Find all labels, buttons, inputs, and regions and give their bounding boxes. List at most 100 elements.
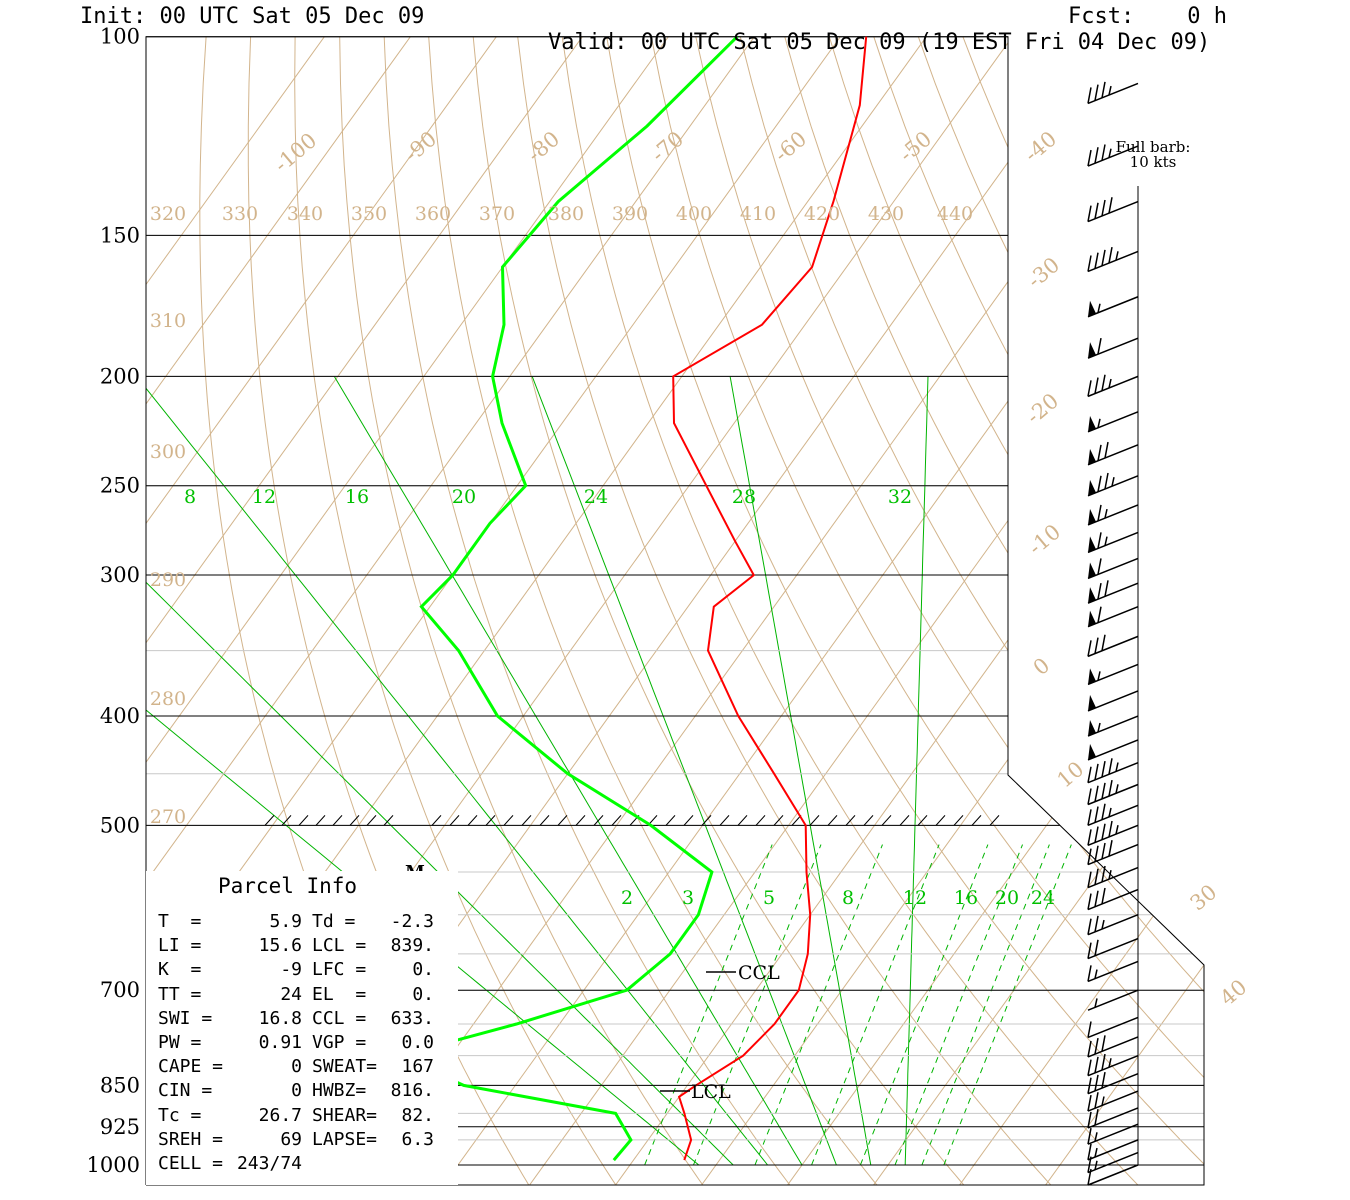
dry-adiabat-label: 360: [415, 203, 451, 225]
hatch-mark: [953, 815, 964, 826]
hatch-mark: [593, 815, 604, 826]
dry-adiabat-label: 340: [287, 203, 323, 225]
parcel-info-v1: 0: [291, 1080, 302, 1102]
wind-barb: [1087, 1016, 1139, 1039]
parcel-info-v1: 26.7: [258, 1104, 302, 1126]
ccl-label: CCL: [738, 962, 780, 984]
dry-adiabat-line: [650, 36, 1204, 1186]
parcel-info-l1: SREH =: [158, 1128, 224, 1150]
parcel-info-v2: 816.: [390, 1080, 434, 1102]
mixing-ratio-label: 5: [763, 887, 775, 909]
parcel-info-v1: 243/74: [236, 1153, 302, 1174]
parcel-info-row: SREH = 69 LAPSE= 6.3: [158, 1129, 434, 1153]
parcel-info-l2: VGP =: [312, 1032, 367, 1053]
isotherm-label: 0: [1029, 653, 1055, 680]
mixing-ratio-label: 24: [1031, 887, 1055, 909]
hatch-mark: [332, 815, 343, 826]
wind-barb: [1087, 1053, 1139, 1077]
parcel-info-box: Parcel Info T = 5.9 Td = -2.3 LI = 15.6 LCL = 8…: [146, 871, 458, 1185]
mixing-ratio-line: [921, 844, 1050, 1166]
dry-adiabat-line: [1140, 36, 1204, 1186]
pressure-label-925: 925: [100, 1115, 140, 1139]
wind-barb: [1087, 504, 1139, 526]
isotherm-label: -80: [523, 127, 564, 167]
mixing-ratio-label: 8: [842, 887, 854, 909]
pressure-label-850: 850: [100, 1073, 140, 1097]
wind-barb: [1087, 779, 1139, 806]
wind-barb: [1087, 865, 1139, 889]
parcel-info-v2: 0.0: [401, 1032, 434, 1053]
hatch-mark: [575, 815, 586, 826]
parcel-info-l1: Tc =: [158, 1104, 202, 1126]
parcel-info-l1: CAPE =: [158, 1056, 224, 1078]
parcel-info-v1: 0: [291, 1056, 302, 1078]
wind-barb: [1087, 758, 1139, 784]
mixing-ratio-line: [693, 844, 822, 1166]
parcel-info-l1: TT =: [158, 983, 202, 1005]
parcel-info-l1: PW =: [158, 1032, 202, 1053]
parcel-info-v1: 69: [280, 1128, 302, 1150]
mixing-ratio-label: 12: [903, 887, 927, 909]
hatch-mark: [773, 815, 784, 826]
dry-adiabat-label: 320: [150, 203, 186, 225]
parcel-info-row: TT = 24 EL = 0.: [158, 984, 434, 1008]
moist-adiabat-label: 28: [732, 486, 756, 508]
wind-barb: [1087, 1123, 1139, 1145]
isotherm-label: -30: [1023, 253, 1064, 293]
parcel-info-v2: 839.: [390, 935, 434, 957]
wind-barb: [1087, 1090, 1139, 1112]
mixing-ratio-line: [754, 844, 883, 1166]
wind-barb: [1087, 144, 1139, 167]
barb-legend-line1: Full barb:: [1116, 138, 1191, 156]
parcel-info-row: Tc = 26.7 SHEAR= 82.: [158, 1105, 434, 1129]
parcel-info-title: Parcel Info: [218, 874, 358, 898]
parcel-info-v2: 82.: [401, 1104, 434, 1126]
parcel-info-v1: 16.8: [258, 1007, 302, 1029]
isotherm-line: [146, 36, 515, 1186]
parcel-info-l1: CELL =: [158, 1153, 224, 1174]
parcel-info-row: T = 5.9 Td = -2.3: [158, 911, 434, 935]
parcel-info-row: CIN = 0 HWBZ= 816.: [158, 1080, 434, 1104]
parcel-info-v2: 633.: [390, 1007, 434, 1029]
dry-adiabat-line: [606, 36, 1204, 1186]
dry-adiabat-label: 310: [150, 310, 186, 332]
wind-barb: [1087, 803, 1139, 827]
dry-adiabat-line: [294, 36, 619, 1186]
hatch-mark: [449, 815, 460, 826]
pressure-label-100: 100: [100, 25, 140, 49]
wind-barb: [1087, 1035, 1139, 1058]
dry-adiabat-label: 290: [150, 569, 186, 591]
pressure-label-400: 400: [100, 704, 140, 728]
wind-barb: [1087, 605, 1139, 628]
isotherm-label: -40: [1020, 127, 1061, 167]
hatch-mark: [701, 815, 712, 826]
hatch-mark: [971, 815, 982, 826]
barb-legend-line2: 10 kts: [1130, 153, 1177, 171]
lcl-label: LCL: [691, 1081, 731, 1103]
moist-adiabat-label: 20: [452, 486, 476, 508]
parcel-info-v1: 5.9: [269, 911, 302, 932]
hatch-mark: [521, 815, 532, 826]
wind-barb: [1087, 690, 1139, 712]
isotherm-label: -70: [647, 127, 688, 167]
isotherm-line: [698, 36, 1204, 1186]
pressure-label-300: 300: [100, 563, 140, 587]
moist-adiabat-label: 12: [252, 486, 276, 508]
parcel-info-v1: 15.6: [258, 935, 302, 957]
hatch-mark: [755, 815, 766, 826]
mixing-ratio-line: [644, 844, 773, 1166]
isotherm-label: 40: [1216, 975, 1252, 1011]
hatch-mark: [827, 815, 838, 826]
wind-barb: [1087, 663, 1139, 686]
isotherm-line: [354, 36, 1203, 1186]
mixing-ratio-line: [811, 844, 940, 1166]
dry-adiabat-label: 300: [150, 441, 186, 463]
moist-adiabat-line: [531, 376, 837, 1166]
wind-barb: [1087, 557, 1139, 580]
parcel-info-row: LI = 15.6 LCL = 839.: [158, 935, 434, 959]
parcel-info-v1: 0.91: [258, 1032, 302, 1053]
moist-adiabat-label: 8: [184, 486, 196, 508]
wind-barb: [1087, 531, 1139, 554]
isotherm-label: -10: [1024, 520, 1065, 560]
parcel-info-l2: SHEAR=: [312, 1104, 378, 1126]
